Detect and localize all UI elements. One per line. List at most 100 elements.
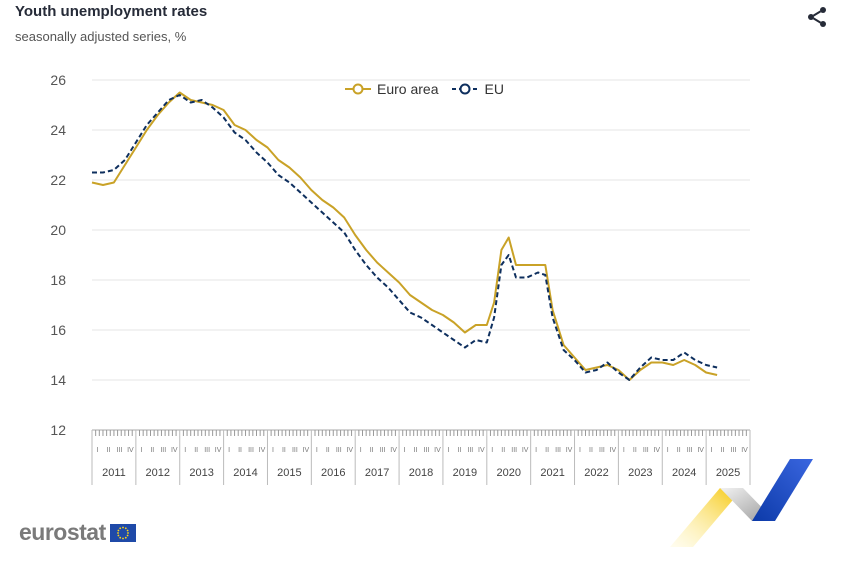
quarter-label: III (248, 447, 254, 454)
series-line-eu (92, 94, 718, 381)
year-label: 2013 (189, 467, 213, 479)
quarter-label: I (535, 447, 537, 454)
legend: Euro area EU (345, 81, 504, 97)
quarter-label: III (336, 447, 342, 454)
quarter-label: I (272, 447, 274, 454)
quarter-label: III (643, 447, 649, 454)
quarter-label: I (447, 447, 449, 454)
quarter-label: II (721, 447, 725, 454)
quarter-label: I (579, 447, 581, 454)
quarter-label: III (204, 447, 210, 454)
series-line-euro-area (91, 91, 718, 381)
year-label: 2021 (540, 467, 564, 479)
legend-label-euro-area: Euro area (377, 81, 439, 97)
eurostat-logo: eurostat (19, 519, 136, 546)
eu-flag-icon (109, 523, 136, 542)
brand-chevron-graphic (670, 459, 813, 547)
y-tick-label: 16 (50, 322, 66, 338)
quarter-label: II (677, 447, 681, 454)
quarter-label: IV (346, 447, 353, 454)
quarter-label: II (238, 447, 242, 454)
quarter-label: IV (171, 447, 178, 454)
chart-title: Youth unemployment rates (15, 3, 208, 20)
legend-swatch-euro-area (345, 83, 371, 95)
quarter-label: II (589, 447, 593, 454)
legend-item-eu[interactable]: EU (452, 81, 504, 97)
y-tick-label: 26 (50, 72, 66, 88)
year-label: 2024 (672, 467, 696, 479)
year-label: 2016 (321, 467, 345, 479)
legend-item-euro-area[interactable]: Euro area (345, 81, 438, 97)
y-tick-label: 18 (50, 272, 66, 288)
quarter-label: II (501, 447, 505, 454)
year-label: 2015 (277, 467, 301, 479)
year-label: 2011 (102, 467, 126, 479)
quarter-label: IV (697, 447, 704, 454)
y-tick-label: 22 (50, 172, 66, 188)
year-label: 2025 (716, 467, 740, 479)
year-label: 2020 (496, 467, 520, 479)
quarter-label: IV (566, 447, 573, 454)
quarter-label: I (228, 447, 230, 454)
quarter-label: III (599, 447, 605, 454)
quarter-label: III (687, 447, 693, 454)
legend-label-eu: EU (484, 81, 504, 97)
quarter-label: I (491, 447, 493, 454)
quarter-label: I (623, 447, 625, 454)
y-tick-label: 20 (50, 222, 66, 238)
quarter-label: I (184, 447, 186, 454)
year-label: 2017 (365, 467, 389, 479)
quarter-label: I (667, 447, 669, 454)
quarter-label: II (150, 447, 154, 454)
year-label: 2023 (628, 467, 652, 479)
quarter-label: IV (434, 447, 441, 454)
quarter-label: II (633, 447, 637, 454)
quarter-label: II (370, 447, 374, 454)
quarter-label: II (457, 447, 461, 454)
quarter-label: III (555, 447, 561, 454)
quarter-label: II (545, 447, 549, 454)
quarter-label: III (731, 447, 737, 454)
quarter-label: IV (741, 447, 748, 454)
quarter-label: IV (610, 447, 617, 454)
y-tick-label: 14 (50, 372, 66, 388)
quarter-label: III (467, 447, 473, 454)
quarter-label: III (292, 447, 298, 454)
share-icon[interactable] (805, 5, 829, 29)
quarter-label: I (140, 447, 142, 454)
quarter-label: IV (522, 447, 529, 454)
quarter-label: I (404, 447, 406, 454)
quarter-label: III (424, 447, 430, 454)
y-tick-label: 12 (50, 422, 66, 438)
quarter-label: III (511, 447, 517, 454)
quarter-label: IV (478, 447, 485, 454)
year-label: 2018 (409, 467, 433, 479)
quarter-label: III (380, 447, 386, 454)
legend-swatch-eu (452, 83, 479, 95)
quarter-label: II (282, 447, 286, 454)
chart-subtitle: seasonally adjusted series, % (15, 29, 187, 44)
quarter-label: I (360, 447, 362, 454)
quarter-label: IV (215, 447, 222, 454)
quarter-label: II (194, 447, 198, 454)
quarter-label: I (97, 447, 99, 454)
quarter-label: I (711, 447, 713, 454)
quarter-label: I (316, 447, 318, 454)
quarter-label: II (414, 447, 418, 454)
quarter-label: IV (127, 447, 134, 454)
year-label: 2019 (453, 467, 477, 479)
year-label: 2014 (233, 467, 257, 479)
quarter-label: III (116, 447, 122, 454)
y-tick-label: 24 (50, 122, 66, 138)
quarter-label: II (107, 447, 111, 454)
year-label: 2022 (584, 467, 608, 479)
quarter-label: III (160, 447, 166, 454)
logo-text: eurostat (19, 519, 106, 545)
quarter-label: IV (653, 447, 660, 454)
quarter-label: IV (303, 447, 310, 454)
year-label: 2012 (146, 467, 170, 479)
quarter-label: IV (390, 447, 397, 454)
quarter-label: IV (259, 447, 266, 454)
quarter-label: II (326, 447, 330, 454)
